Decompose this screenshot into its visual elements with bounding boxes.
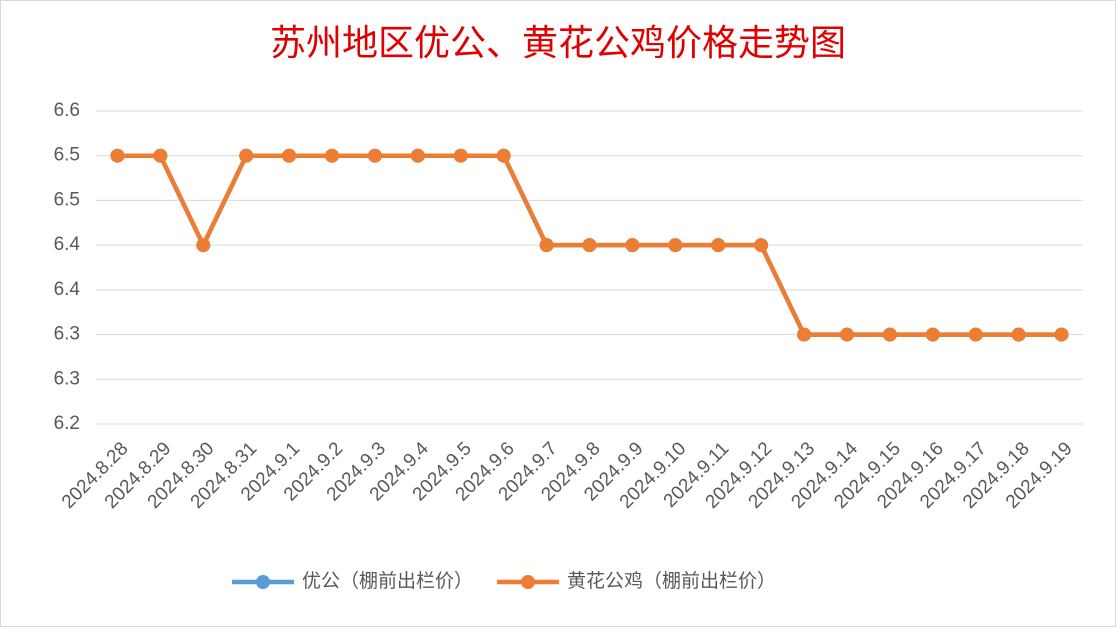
series-marker [797,327,812,342]
y-tick-label: 6.2 [54,413,80,434]
chart-title: 苏州地区优公、黄花公鸡价格走势图 [270,23,846,64]
series-marker [196,238,211,253]
series-marker [882,327,897,342]
y-tick-label: 6.3 [54,324,80,345]
series-marker [1054,327,1069,342]
series-marker [968,327,983,342]
series-marker [282,148,297,163]
y-tick-label: 6.5 [54,145,80,166]
series-marker [239,148,254,163]
legend-label: 优公（棚前出栏价） [302,570,473,592]
series-marker [496,148,511,163]
y-tick-label: 6.3 [54,368,80,389]
series-marker [367,148,382,163]
series-marker [625,238,640,253]
series-marker [410,148,425,163]
series-marker [711,238,726,253]
series-marker [110,148,125,163]
series-marker [539,238,554,253]
legend-marker [521,575,536,589]
series-marker [925,327,940,342]
y-tick-label: 6.4 [54,234,81,255]
series-marker [582,238,597,253]
series-marker [153,148,168,163]
y-tick-label: 6.5 [54,189,80,210]
series-marker [453,148,468,163]
series-marker [839,327,854,342]
series-marker [325,148,340,163]
series-marker [1011,327,1026,342]
series-marker [754,238,769,253]
legend-label: 黄花公鸡（棚前出栏价） [567,570,776,592]
y-tick-label: 6.6 [54,100,80,121]
y-tick-label: 6.4 [54,279,81,300]
series-marker [668,238,683,253]
legend-marker [256,575,270,589]
